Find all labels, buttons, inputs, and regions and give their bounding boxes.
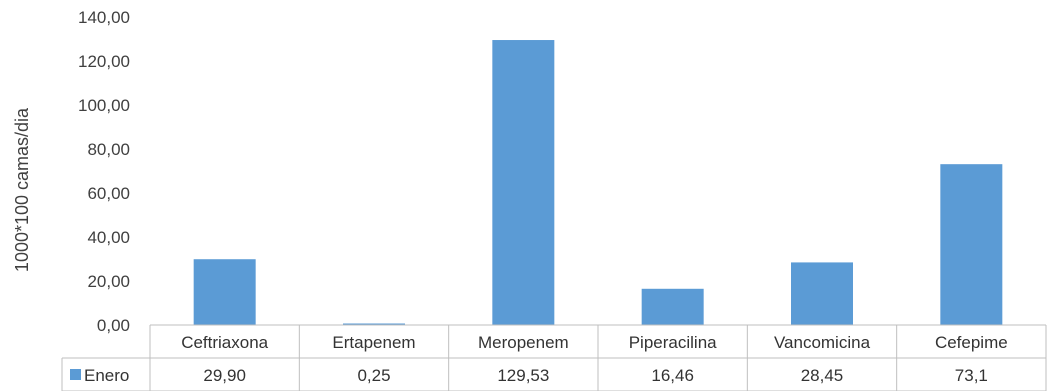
data-label: 28,45 bbox=[801, 366, 844, 385]
data-label: 129,53 bbox=[497, 366, 549, 385]
data-label: 29,90 bbox=[203, 366, 246, 385]
data-label: 73,1 bbox=[955, 366, 988, 385]
data-table: Ceftriaxona Ertapenem Meropenem Piperacilin… bbox=[61, 324, 1047, 391]
bars bbox=[193, 40, 1003, 326]
category-label: Meropenem bbox=[478, 333, 569, 352]
y-tick-label: 40,00 bbox=[87, 228, 130, 247]
data-label: 16,46 bbox=[651, 366, 694, 385]
y-tick-label: 20,00 bbox=[87, 272, 130, 291]
legend-swatch bbox=[70, 369, 81, 380]
category-label: Cefepime bbox=[935, 333, 1008, 352]
y-axis-ticks: 0,00 20,00 40,00 60,00 80,00 100,00 120,00 140,… bbox=[78, 8, 130, 335]
y-tick-label: 60,00 bbox=[87, 184, 130, 203]
category-label: Piperacilina bbox=[629, 333, 717, 352]
category-label: Vancomicina bbox=[774, 333, 871, 352]
category-label: Ertapenem bbox=[332, 333, 415, 352]
y-tick-label: 0,00 bbox=[97, 316, 130, 335]
y-tick-label: 140,00 bbox=[78, 8, 130, 27]
bar bbox=[343, 323, 405, 325]
category-label: Ceftriaxona bbox=[181, 333, 268, 352]
y-tick-label: 80,00 bbox=[87, 140, 130, 159]
bar bbox=[193, 259, 256, 325]
y-tick-label: 120,00 bbox=[78, 52, 130, 71]
y-tick-label: 100,00 bbox=[78, 96, 130, 115]
bar bbox=[791, 262, 853, 325]
bar bbox=[641, 288, 704, 325]
data-label: 0,25 bbox=[357, 366, 390, 385]
y-axis-label: 1000*100 camas/dia bbox=[12, 107, 32, 272]
bar bbox=[940, 164, 1003, 325]
bar bbox=[492, 40, 555, 326]
legend-label: Enero bbox=[84, 366, 129, 385]
